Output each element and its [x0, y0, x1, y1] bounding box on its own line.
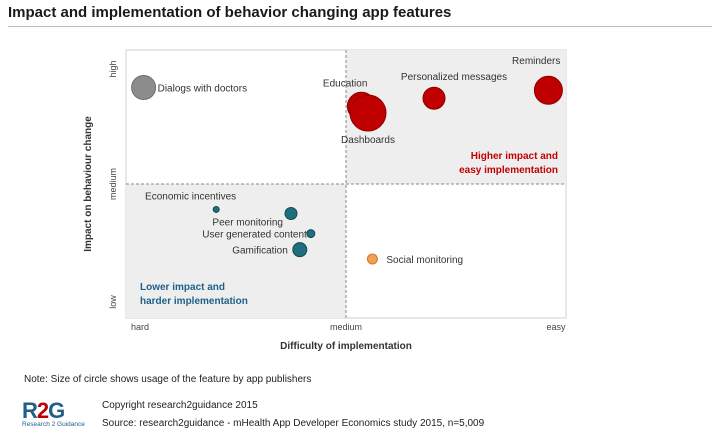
logo-mark: R2G [22, 398, 94, 424]
x-tick-medium: medium [330, 322, 362, 332]
label-dashboards: Dashboards [341, 135, 395, 146]
point-gamification [292, 242, 308, 258]
point-social-monitoring [366, 253, 378, 265]
point-dialogs-with-doctors [131, 75, 157, 101]
label-social-monitoring: Social monitoring [386, 255, 463, 266]
logo-digit: 2 [36, 398, 49, 423]
chart-title: Impact and implementation of behavior ch… [8, 4, 452, 21]
data-points: Dialogs with doctors Education Dashboards P… [131, 56, 563, 266]
logo-subtitle: Research 2 Guidance [22, 421, 85, 428]
label-reminders: Reminders [512, 56, 560, 67]
point-economic-incentives [212, 205, 220, 213]
point-dashboards [349, 94, 387, 132]
y-tick-low: low [108, 295, 118, 309]
quadrant-caption-high-line2: easy implementation [459, 165, 558, 176]
label-personalized-messages: Personalized messages [401, 72, 507, 83]
x-axis-label: Difficulty of implementation [280, 341, 412, 352]
label-peer-monitoring: Peer monitoring [212, 217, 283, 228]
title-divider [8, 26, 712, 27]
label-economic-incentives: Economic incentives [145, 191, 236, 202]
logo-letter-r: R [22, 398, 38, 423]
x-tick-hard: hard [131, 322, 149, 332]
copyright-text: Copyright research2guidance 2015 [102, 400, 258, 411]
footnote: Note: Size of circle shows usage of the … [24, 374, 312, 385]
point-user-generated-content [306, 229, 316, 239]
label-gamification: Gamification [232, 246, 288, 257]
x-tick-easy: easy [546, 322, 566, 332]
label-education: Education [323, 78, 367, 89]
point-personalized-messages [422, 86, 446, 110]
label-dialogs-with-doctors: Dialogs with doctors [158, 84, 247, 95]
quadrant-chart: hard medium easy high medium low Difficu… [83, 49, 567, 352]
quadrant-caption-high-line1: Higher impact and [471, 151, 558, 162]
quadrant-bottom-left [126, 184, 346, 318]
y-tick-high: high [108, 60, 118, 77]
y-axis-label: Impact on behaviour change [83, 116, 94, 252]
y-tick-medium: medium [108, 168, 118, 200]
logo-letter-g: G [48, 398, 65, 423]
point-reminders [533, 75, 563, 105]
company-logo: R2G Research 2 Guidance [22, 398, 94, 436]
source-text: Source: research2guidance - mHealth App … [102, 418, 485, 429]
quadrant-caption-low-line1: Lower impact and [140, 282, 225, 293]
point-peer-monitoring [284, 206, 298, 220]
label-user-generated-content: User generated content [202, 230, 307, 241]
quadrant-caption-low-line2: harder implementation [140, 296, 248, 307]
